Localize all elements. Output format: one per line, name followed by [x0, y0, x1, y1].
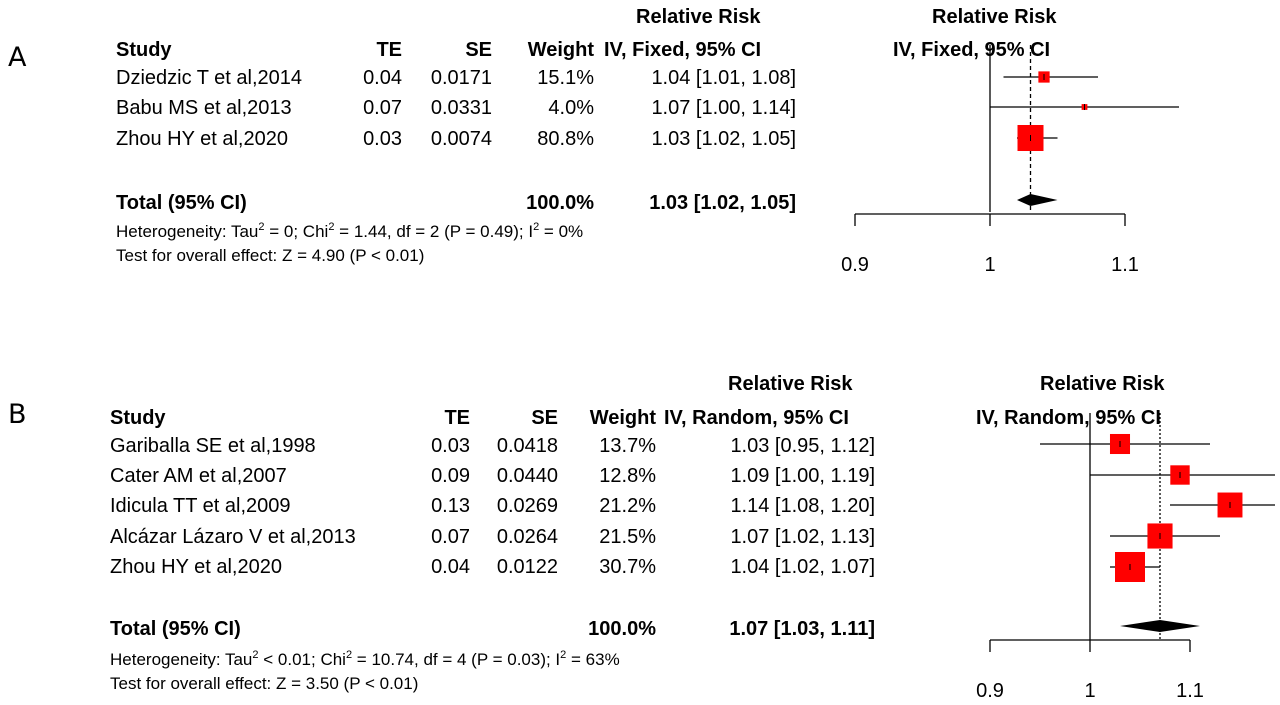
weight-value: 80.8% [537, 128, 594, 150]
total-weight: 100.0% [526, 192, 594, 214]
plot-header-2: IV, Random, 95% CI [976, 407, 1161, 429]
x-tick-label: 0.9 [976, 680, 1004, 702]
te-value: 0.04 [363, 67, 402, 89]
se-value: 0.0171 [430, 67, 492, 89]
heterogeneity-text: Heterogeneity: Tau2 = 0; Chi2 = 1.44, df… [116, 221, 584, 242]
total-weight: 100.0% [588, 618, 656, 640]
effect-header-2: IV, Fixed, 95% CI [604, 39, 762, 61]
x-tick-label: 1.1 [1176, 680, 1204, 702]
col-te: TE [376, 39, 402, 61]
col-weight: Weight [589, 407, 656, 429]
weight-value: 21.2% [599, 495, 656, 517]
study-name: Babu MS et al,2013 [116, 97, 292, 119]
total-ci: 1.07 [1.03, 1.11] [729, 618, 875, 640]
ci-value: 1.07 [1.02, 1.13] [730, 526, 875, 548]
effect-header-2: IV, Random, 95% CI [664, 407, 849, 429]
col-se: SE [531, 407, 558, 429]
se-value: 0.0418 [496, 435, 558, 457]
se-value: 0.0074 [430, 128, 492, 150]
weight-value: 15.1% [537, 67, 594, 89]
col-study: Study [116, 39, 172, 61]
overall-effect-text: Test for overall effect: Z = 4.90 (P < 0… [116, 246, 425, 265]
te-value: 0.13 [431, 495, 470, 517]
effect-header-1: Relative Risk [728, 373, 853, 395]
te-value: 0.07 [431, 526, 470, 548]
panel-label: B [8, 399, 27, 430]
weight-value: 4.0% [548, 97, 594, 119]
study-name: Idicula TT et al,2009 [110, 495, 291, 517]
study-name: Alcázar Lázaro V et al,2013 [110, 526, 356, 548]
se-value: 0.0264 [496, 526, 558, 548]
te-value: 0.03 [431, 435, 470, 457]
weight-value: 12.8% [599, 465, 656, 487]
panel-label: A [8, 42, 27, 73]
se-value: 0.0331 [430, 97, 492, 119]
se-value: 0.0269 [496, 495, 558, 517]
plot-header-2: IV, Fixed, 95% CI [893, 39, 1051, 61]
x-tick-label: 0.9 [841, 254, 869, 276]
ci-value: 1.03 [1.02, 1.05] [651, 128, 796, 150]
col-study: Study [110, 407, 166, 429]
col-te: TE [444, 407, 470, 429]
total-ci: 1.03 [1.02, 1.05] [649, 192, 796, 214]
study-name: Cater AM et al,2007 [110, 465, 287, 487]
heterogeneity-text: Heterogeneity: Tau2 < 0.01; Chi2 = 10.74… [110, 649, 620, 670]
te-value: 0.04 [431, 556, 470, 578]
plot-header-1: Relative Risk [1040, 373, 1165, 395]
weight-value: 30.7% [599, 556, 656, 578]
weight-value: 13.7% [599, 435, 656, 457]
overall-effect-text: Test for overall effect: Z = 3.50 (P < 0… [110, 674, 419, 693]
x-tick-label: 1 [1084, 680, 1095, 702]
ci-value: 1.03 [0.95, 1.12] [730, 435, 875, 457]
se-value: 0.0122 [496, 556, 558, 578]
ci-value: 1.04 [1.02, 1.07] [730, 556, 875, 578]
study-name: Zhou HY et al,2020 [116, 128, 288, 150]
se-value: 0.0440 [496, 465, 558, 487]
te-value: 0.07 [363, 97, 402, 119]
te-value: 0.03 [363, 128, 402, 150]
pooled-diamond [1120, 620, 1200, 632]
ci-value: 1.04 [1.01, 1.08] [651, 67, 796, 89]
ci-value: 1.07 [1.00, 1.14] [651, 97, 796, 119]
pooled-diamond [1017, 194, 1058, 206]
effect-header-1: Relative Risk [636, 6, 761, 28]
study-name: Zhou HY et al,2020 [110, 556, 282, 578]
study-name: Dziedzic T et al,2014 [116, 67, 303, 89]
total-label: Total (95% CI) [110, 618, 241, 640]
weight-value: 21.5% [599, 526, 656, 548]
total-label: Total (95% CI) [116, 192, 247, 214]
ci-value: 1.09 [1.00, 1.19] [730, 465, 875, 487]
x-tick-label: 1 [984, 254, 995, 276]
x-tick-label: 1.1 [1111, 254, 1139, 276]
study-name: Gariballa SE et al,1998 [110, 435, 316, 457]
ci-value: 1.14 [1.08, 1.20] [730, 495, 875, 517]
te-value: 0.09 [431, 465, 470, 487]
col-se: SE [465, 39, 492, 61]
plot-header-1: Relative Risk [932, 6, 1057, 28]
col-weight: Weight [527, 39, 594, 61]
